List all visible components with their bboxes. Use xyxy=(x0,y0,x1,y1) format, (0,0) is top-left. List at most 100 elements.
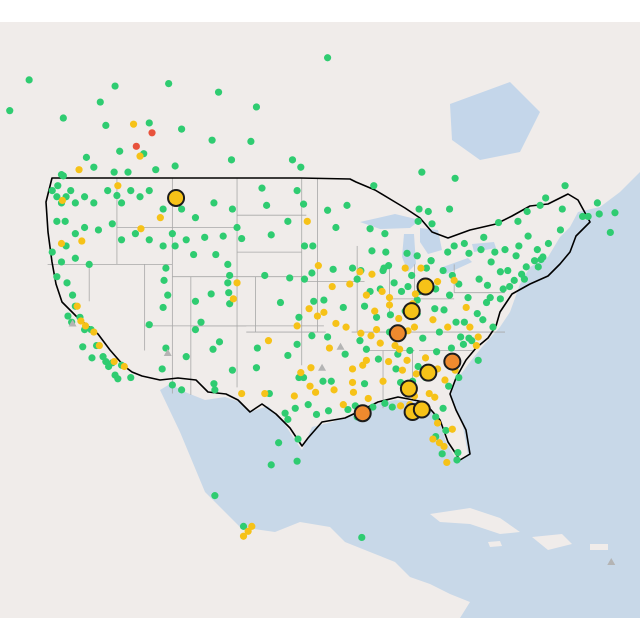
green-point xyxy=(380,264,388,272)
green-point xyxy=(64,312,72,320)
green-point xyxy=(105,362,113,371)
green-point xyxy=(444,248,452,256)
green-point xyxy=(214,88,223,96)
green-point xyxy=(293,187,301,195)
yellow-point xyxy=(77,317,85,325)
green-point xyxy=(300,275,309,283)
green-point xyxy=(369,403,377,411)
green-point xyxy=(190,250,198,259)
yellow-point xyxy=(466,323,474,331)
yellow-point xyxy=(440,442,448,451)
green-point xyxy=(145,187,153,195)
yellow-site-marker[interactable] xyxy=(399,379,418,398)
green-point xyxy=(182,353,190,361)
marker-layer[interactable] xyxy=(167,188,462,423)
yellow-point xyxy=(78,237,86,245)
yellow-point xyxy=(411,290,419,298)
yellow-point xyxy=(371,307,379,315)
green-point xyxy=(94,226,103,234)
yellow-point xyxy=(348,378,357,387)
yellow-site-marker[interactable] xyxy=(402,302,421,321)
green-point xyxy=(415,205,423,213)
map-canvas[interactable] xyxy=(0,22,640,618)
green-point xyxy=(414,362,422,371)
yellow-point xyxy=(379,377,387,385)
green-point xyxy=(284,415,292,423)
green-point xyxy=(595,210,603,218)
green-point xyxy=(323,333,332,341)
green-point xyxy=(556,226,565,234)
green-point xyxy=(239,522,248,530)
green-point xyxy=(48,187,56,195)
green-point xyxy=(211,492,219,500)
green-point xyxy=(211,386,219,394)
green-point xyxy=(392,365,400,373)
green-point xyxy=(304,401,312,409)
green-point xyxy=(209,345,217,353)
green-point xyxy=(428,220,436,228)
green-point xyxy=(329,265,337,273)
yellow-site-marker[interactable] xyxy=(419,363,438,382)
green-point xyxy=(515,242,523,250)
green-point xyxy=(606,228,614,237)
green-point xyxy=(82,153,91,161)
green-point xyxy=(88,354,96,362)
green-point xyxy=(452,318,460,326)
yellow-site-marker[interactable] xyxy=(167,188,186,207)
yellow-site-marker[interactable] xyxy=(416,277,435,296)
us-border xyxy=(45,177,591,461)
green-point xyxy=(300,242,309,250)
green-point xyxy=(455,373,463,382)
yellow-point xyxy=(297,369,305,377)
yellow-point xyxy=(403,356,411,364)
green-point xyxy=(432,413,440,421)
green-point xyxy=(53,273,61,281)
orange-site-marker[interactable] xyxy=(443,352,462,371)
green-point xyxy=(539,253,547,261)
green-point xyxy=(445,382,453,390)
green-point xyxy=(253,344,261,352)
land-layer xyxy=(0,22,640,618)
green-point xyxy=(258,184,266,192)
green-point xyxy=(219,232,227,240)
red-point xyxy=(132,142,140,150)
yellow-point xyxy=(359,361,367,369)
yellow-point xyxy=(303,217,311,225)
green-point xyxy=(382,248,390,256)
green-point xyxy=(510,276,518,284)
yellow-point xyxy=(248,522,256,530)
yellow-site-marker[interactable] xyxy=(412,400,431,419)
green-point xyxy=(53,217,61,225)
orange-site-marker[interactable] xyxy=(388,324,407,343)
green-point xyxy=(136,193,144,201)
green-point xyxy=(501,246,509,254)
yellow-point xyxy=(412,370,420,378)
green-point xyxy=(111,82,119,90)
orange-site-marker[interactable] xyxy=(353,404,372,423)
yellow-point xyxy=(95,341,103,350)
yellow-point xyxy=(261,389,269,398)
green-point xyxy=(114,375,122,383)
green-point xyxy=(494,218,503,227)
green-point xyxy=(397,287,406,296)
green-point xyxy=(90,199,98,207)
lake-erie xyxy=(440,258,472,274)
yellow-point xyxy=(367,332,375,340)
green-point xyxy=(310,297,318,305)
map-view[interactable] xyxy=(0,22,640,618)
green-point xyxy=(104,187,112,195)
yellow-point xyxy=(293,322,301,330)
yellow-point xyxy=(433,278,442,286)
green-point xyxy=(178,205,186,213)
yellow-point xyxy=(349,388,358,396)
green-point xyxy=(332,223,340,232)
green-point xyxy=(178,386,186,394)
green-point xyxy=(561,182,569,190)
green-point xyxy=(276,298,285,307)
green-point xyxy=(63,279,71,287)
green-point xyxy=(159,303,167,312)
yellow-point xyxy=(431,393,439,401)
green-point xyxy=(297,163,305,171)
green-point xyxy=(168,381,176,389)
green-point xyxy=(386,311,395,319)
